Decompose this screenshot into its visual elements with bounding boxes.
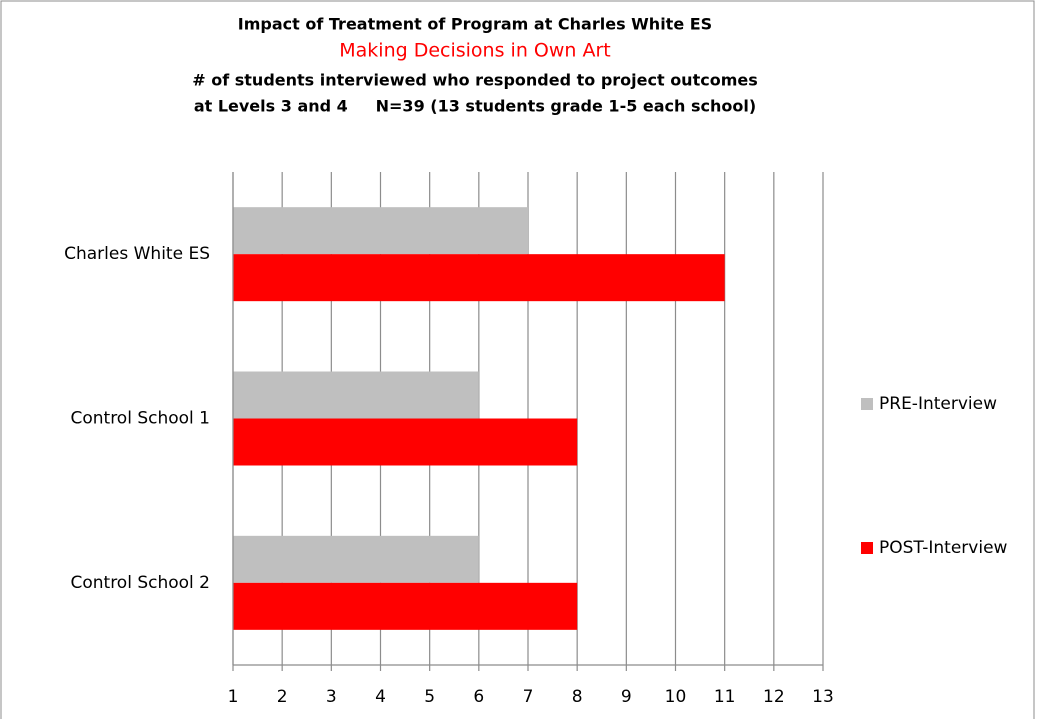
x-tick-label: 10 [665,687,687,707]
bar [233,207,528,255]
legend-label: POST-Interview [879,538,1008,558]
y-tick-label: Charles White ES [64,244,210,264]
legend-label: PRE-Interview [879,394,997,414]
x-tick-label: 9 [621,687,632,707]
bar [233,582,578,630]
x-tick-label: 8 [572,687,583,707]
bar [233,371,479,419]
y-tick-label: Control School 1 [70,409,210,429]
chart-description: # of students interviewed who responded … [192,71,758,90]
y-tick-label: Control School 2 [70,573,210,593]
x-tick-label: 2 [277,687,288,707]
chart-subtitle: Making Decisions in Own Art [339,40,610,62]
x-tick-label: 1 [228,687,239,707]
x-tick-label: 6 [473,687,484,707]
bar [233,535,479,583]
chart-title: Impact of Treatment of Program at Charle… [238,15,712,34]
bar [233,254,725,302]
x-tick-label: 11 [714,687,736,707]
x-tick-label: 7 [523,687,534,707]
x-tick-label: 4 [375,687,386,707]
legend-swatch [861,542,873,554]
x-tick-label: 3 [326,687,337,707]
x-tick-label: 13 [812,687,834,707]
legend-swatch [861,398,873,410]
chart-description: at Levels 3 and 4 N=39 (13 students grad… [194,97,756,116]
x-tick-label: 5 [424,687,435,707]
x-tick-label: 12 [763,687,785,707]
bar [233,418,578,466]
